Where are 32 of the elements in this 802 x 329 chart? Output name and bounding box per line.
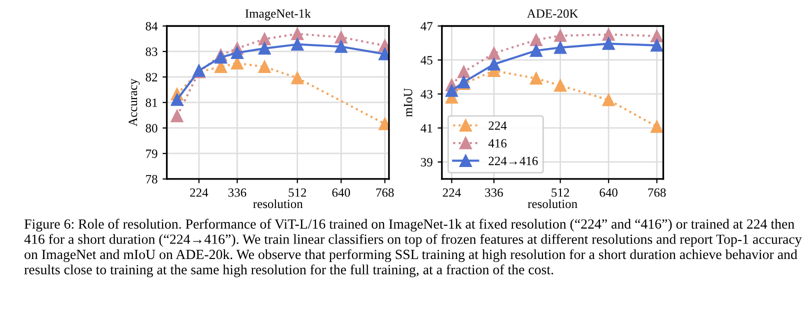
- y-tick-label: 84: [146, 22, 158, 30]
- y-tick-label: 45: [420, 56, 432, 64]
- x-tick-label: 768: [648, 188, 666, 197]
- y-tick-label: 41: [420, 124, 432, 132]
- y-tick-label: 43: [420, 90, 432, 98]
- y-tick-label: 83: [146, 48, 158, 56]
- legend-label: 416: [488, 139, 507, 148]
- x-tick-label: 768: [376, 188, 394, 197]
- x-tick-label: 336: [228, 188, 246, 197]
- x-tick-label: 224: [190, 188, 208, 197]
- x-tick-label: 512: [288, 188, 306, 197]
- y-axis-title: mIoU: [404, 88, 412, 117]
- y-tick-label: 82: [146, 73, 158, 82]
- x-axis-title: resolution: [528, 199, 578, 208]
- y-tick-label: 80: [146, 124, 158, 132]
- y-axis-title: Accuracy: [128, 78, 140, 126]
- y-tick-label: 79: [146, 150, 158, 158]
- chart-title: ImageNet-1k: [245, 8, 311, 20]
- x-tick-label: 512: [552, 188, 569, 197]
- x-tick-label: 336: [485, 188, 503, 197]
- y-tick-label: 81: [146, 98, 158, 107]
- x-tick-label: 640: [600, 188, 618, 197]
- caption: Figure 6: Role of resolution. Performance of ViT-L/16 trained on ImageNet-1k at fixed resolution (“224” and “416”) or trained at 224 then 416 for a short duration (“224→416”). We train linear classifiers on top of frozen features at different resolutions and report Top-1 accuracy on ImageNet and mIoU on ADE-20k. We observe that performing SSL training at high resolution for a short duration achieve behavior and results close to training at the same high resolution for the full training, at a fraction of the cost.: [24, 218, 802, 278]
- x-axis-title: resolution: [253, 199, 303, 208]
- x-tick-label: 224: [442, 188, 461, 197]
- x-tick-label: 640: [332, 188, 350, 197]
- legend-label: 224→416: [488, 156, 538, 166]
- y-tick-label: 39: [420, 158, 432, 166]
- legend-label: 224: [488, 121, 507, 130]
- chart-title: ADE-20K: [527, 9, 578, 18]
- y-tick-label: 47: [420, 22, 433, 30]
- y-tick-label: 78: [146, 175, 158, 184]
